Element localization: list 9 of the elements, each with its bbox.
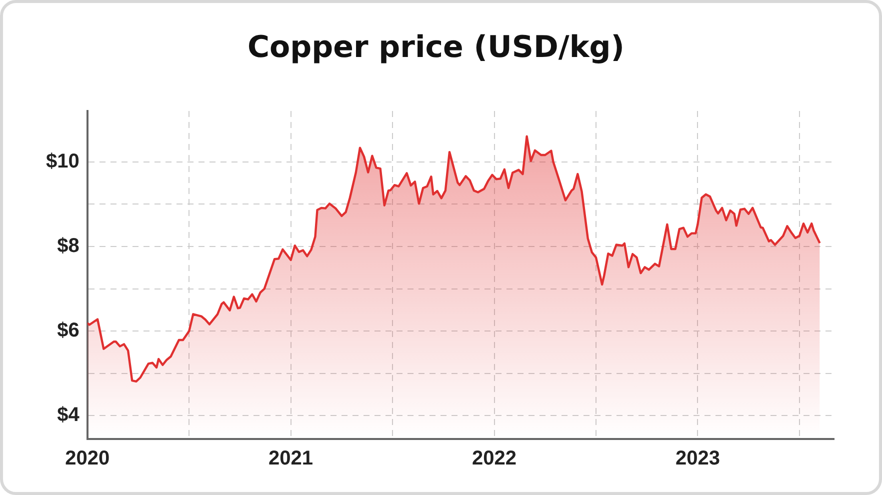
y-tick-label: $8 — [57, 234, 80, 257]
chart-title: Copper price (USD/kg) — [248, 30, 624, 65]
y-tick-label: $10 — [46, 150, 80, 172]
y-tick-label: $4 — [57, 404, 80, 426]
y-tick-label: $6 — [57, 320, 80, 342]
x-tick-label: 2021 — [268, 448, 314, 470]
x-tick-label: 2023 — [675, 448, 720, 470]
x-tick-label: 2022 — [472, 448, 516, 470]
x-tick-label: 2020 — [65, 448, 110, 470]
